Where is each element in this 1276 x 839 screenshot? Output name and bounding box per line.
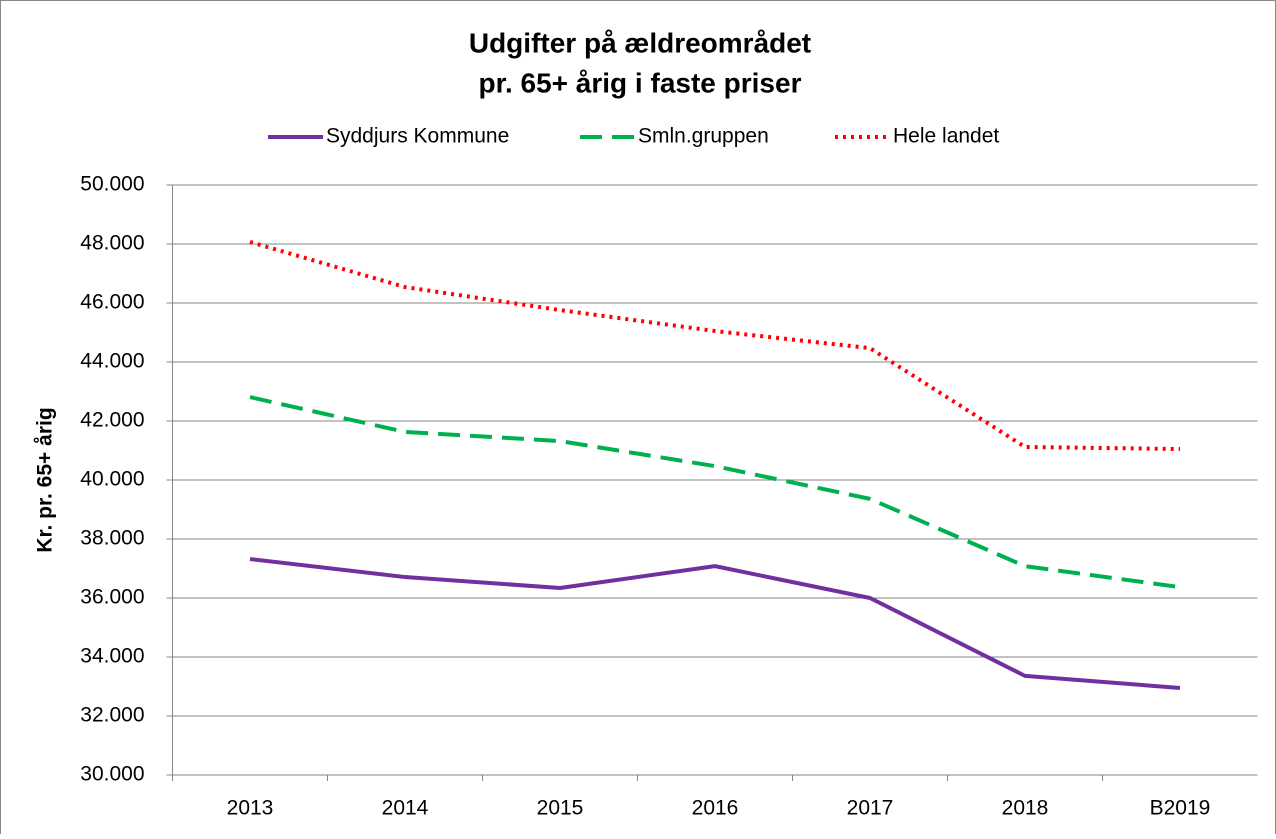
series-line bbox=[249, 557, 1181, 690]
y-tick-label: 42.000 bbox=[80, 409, 144, 432]
series-line bbox=[249, 240, 1181, 452]
x-tick-label: 2013 bbox=[227, 797, 274, 820]
x-tick-label: 2014 bbox=[382, 797, 429, 820]
x-tick-label: 2016 bbox=[692, 797, 739, 820]
legend-label: Hele landet bbox=[893, 125, 999, 148]
x-tick-label: 2017 bbox=[847, 797, 894, 820]
y-tick-label: 32.000 bbox=[80, 704, 144, 727]
x-tick-label: B2019 bbox=[1150, 797, 1211, 820]
y-tick-label: 38.000 bbox=[80, 527, 144, 550]
legend-label: Syddjurs Kommune bbox=[326, 125, 509, 148]
y-tick-label: 30.000 bbox=[80, 763, 144, 786]
y-tick-label: 34.000 bbox=[80, 645, 144, 668]
x-tick-label: 2015 bbox=[537, 797, 584, 820]
chart-title: pr. 65+ årig i faste priser bbox=[479, 67, 802, 98]
y-tick-label: 40.000 bbox=[80, 468, 144, 491]
x-tick-label: 2018 bbox=[1002, 797, 1049, 820]
y-axis-label: Kr. pr. 65+ årig bbox=[34, 407, 57, 552]
y-tick-label: 46.000 bbox=[80, 291, 144, 314]
y-tick-label: 50.000 bbox=[80, 173, 144, 196]
legend-label: Smln.gruppen bbox=[638, 125, 769, 148]
y-tick-label: 36.000 bbox=[80, 586, 144, 609]
y-tick-label: 48.000 bbox=[80, 232, 144, 255]
chart-title: Udgifter på ældreområdet bbox=[469, 27, 811, 58]
y-tick-label: 44.000 bbox=[80, 350, 144, 373]
